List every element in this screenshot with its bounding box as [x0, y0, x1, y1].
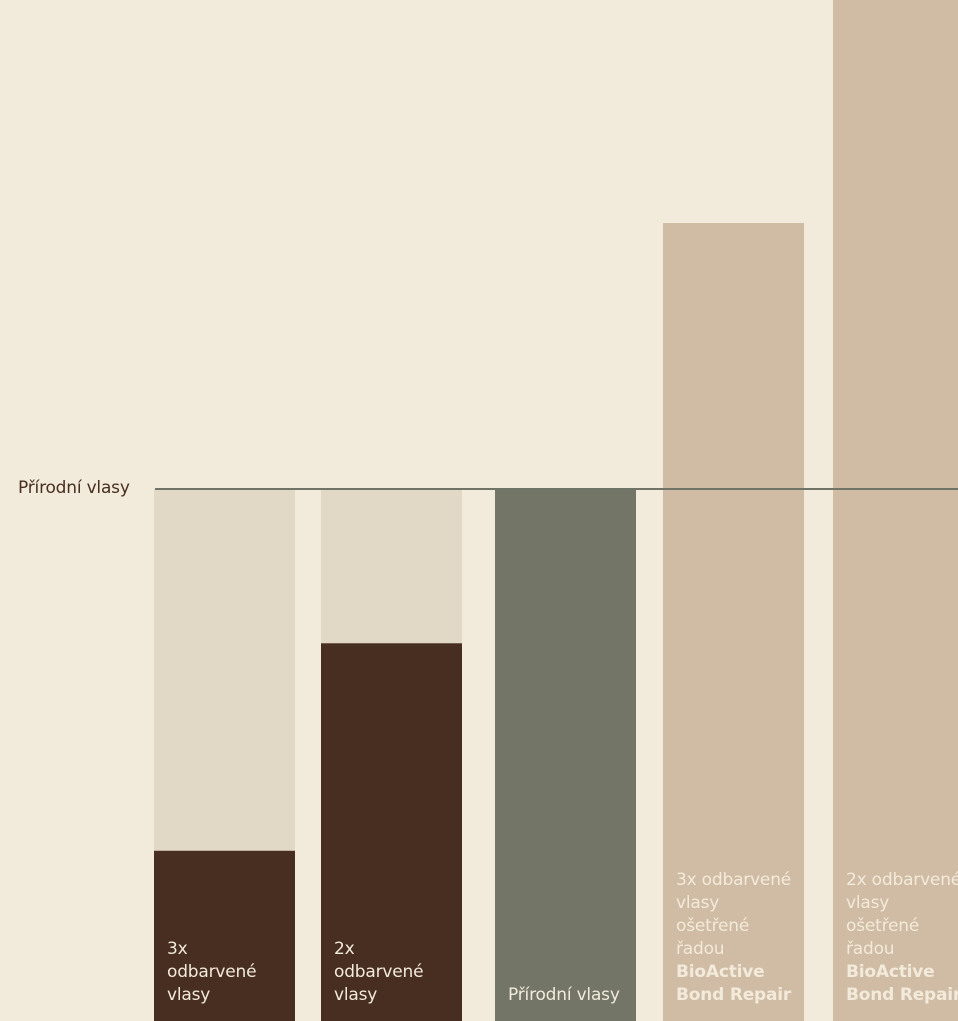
bar-remainder-bleached-3x [154, 489, 295, 851]
bar-label-line: 2x [334, 939, 355, 959]
bar-label-line: Přírodní vlasy [508, 985, 620, 1005]
bar-label-line: ošetřené [846, 916, 920, 936]
bar-bleached-3x [154, 850, 295, 1021]
bar-label-line: 3x [167, 939, 188, 959]
bar-label-bleached-2x-treated: 2x odbarvené vlasy ošetřené řadou BioActive B… [846, 869, 958, 1007]
bar-label-line: odbarvené [167, 962, 257, 982]
bar-label-bleached-3x-treated: 3x odbarvené vlasy ošetřené řadou BioActive B… [676, 869, 791, 1007]
bar-label-line: Bond Repair [676, 985, 792, 1005]
bar-label-line: 2x odbarvené [846, 870, 958, 890]
bar-label-line: řadou [846, 939, 895, 959]
bar-label-line: BioActive [676, 962, 765, 982]
bar-label-line: 3x odbarvené [676, 870, 792, 890]
bar-label-line: vlasy [676, 893, 720, 913]
bar-label-bleached-3x: 3x odbarvené vlasy [167, 938, 257, 1007]
bar-label-line: řadou [676, 939, 725, 959]
bar-bleached-3x-treated [663, 223, 804, 1021]
bar-bleached-2x-treated [833, 0, 958, 1021]
bar-label-line: Bond Repair [846, 985, 958, 1005]
bar-label-line: vlasy [167, 985, 211, 1005]
bar-label-bleached-2x: 2x odbarvené vlasy [334, 938, 424, 1007]
bar-label-line: vlasy [334, 985, 378, 1005]
reference-label: Přírodní vlasy [18, 478, 130, 498]
bar-natural [495, 489, 636, 1021]
bar-label-natural: Přírodní vlasy [508, 984, 620, 1007]
bar-label-line: ošetřené [676, 916, 750, 936]
bar-label-line: odbarvené [334, 962, 424, 982]
bar-remainder-bleached-2x [321, 489, 462, 644]
bar-bleached-2x [321, 643, 462, 1021]
bar-label-line: vlasy [846, 893, 890, 913]
bar-label-line: BioActive [846, 962, 935, 982]
